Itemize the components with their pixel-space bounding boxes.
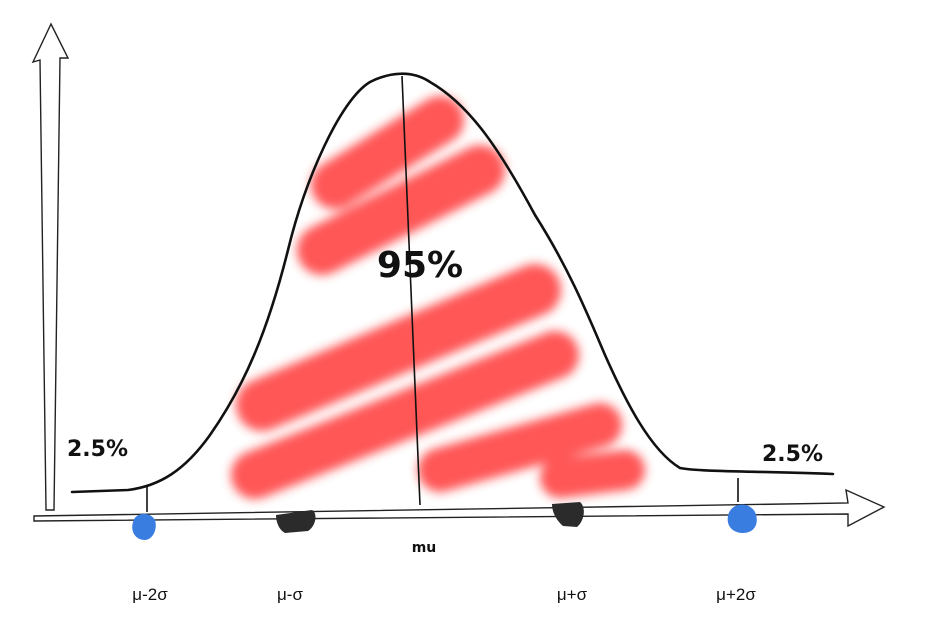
marker-plus-2sigma [727,504,757,533]
highlight-stroke [311,96,464,209]
marker-minus-sigma [276,510,316,533]
center-percent-label: 95% [377,245,463,286]
highlight-stroke [297,145,505,275]
marker-minus-2sigma [132,513,156,540]
tick-label-minus-2sigma: μ-2σ [132,585,168,604]
y-axis-arrow [31,22,70,511]
right-tail-label: 2.5% [762,442,823,467]
left-tail-label: 2.5% [67,437,128,462]
tick-label-minus-sigma: μ-σ [277,585,303,604]
highlight-stroke [418,403,622,492]
highlight-stroke [236,264,561,431]
mean-line [401,75,421,506]
highlight-stroke [231,331,579,499]
mean-label: mu [412,540,437,556]
tick-label-plus-2sigma: μ+2σ [716,585,756,604]
highlight-stroke [540,450,645,498]
tick-label-plus-sigma: μ+σ [557,585,588,604]
highlight-strokes [231,96,645,499]
marker-plus-sigma [552,502,584,527]
bell-curve [70,72,835,494]
x-axis-arrow [33,488,886,528]
